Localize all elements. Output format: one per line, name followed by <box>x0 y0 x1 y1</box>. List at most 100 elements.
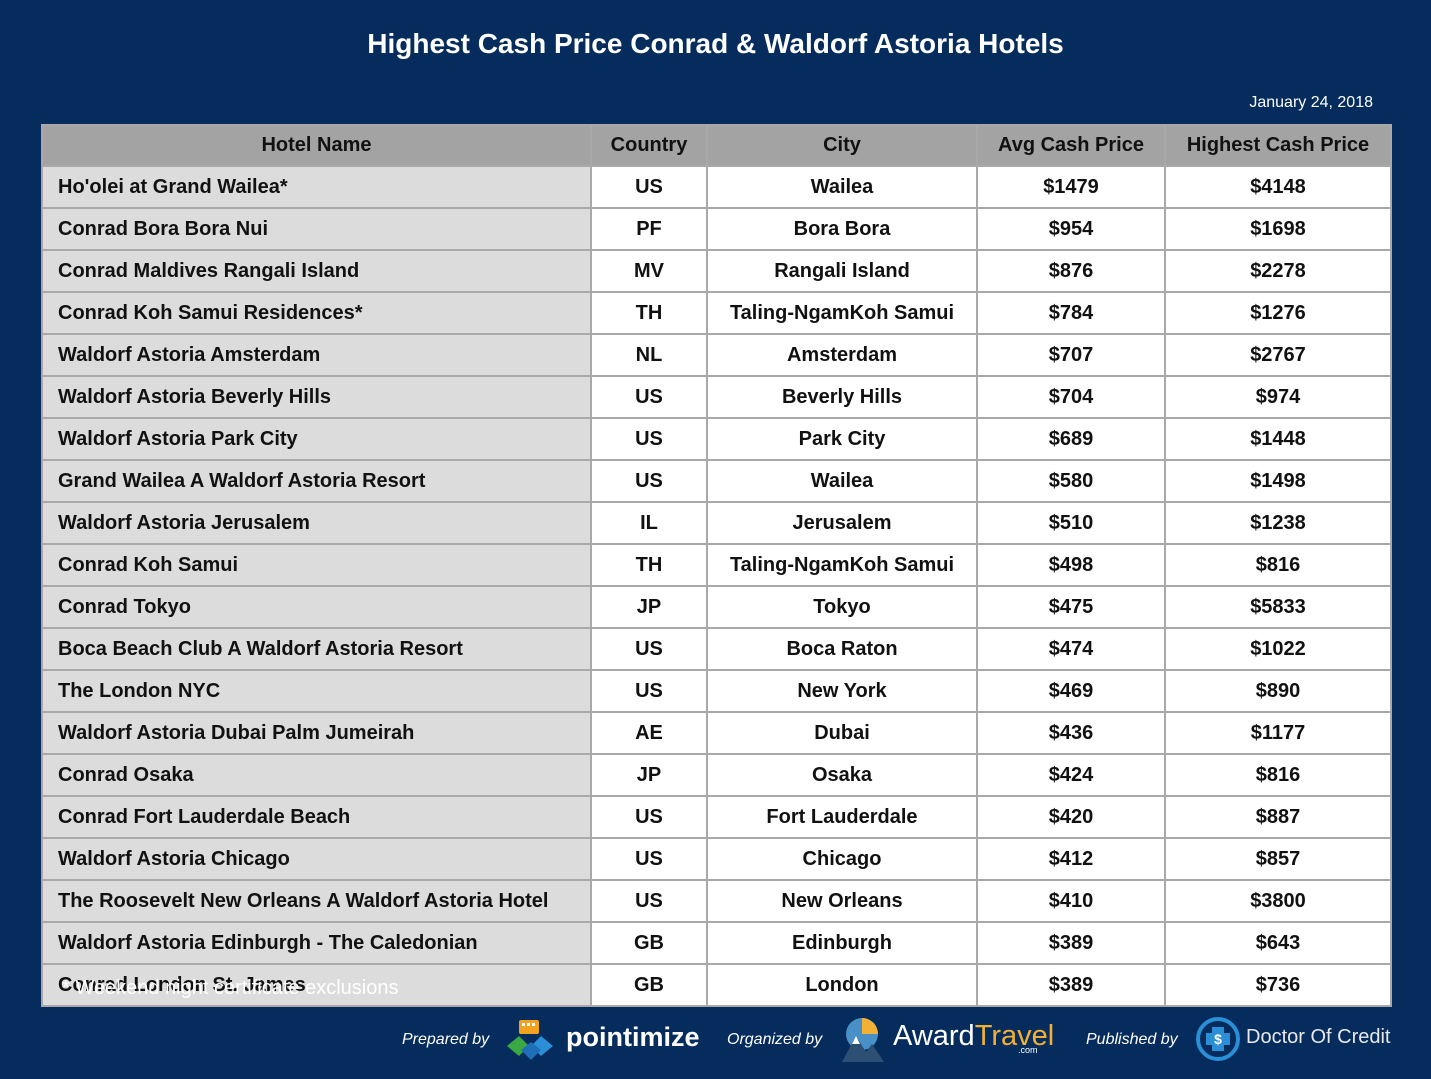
table-header-row: Hotel Name Country City Avg Cash Price H… <box>41 124 1392 167</box>
cell-country: US <box>590 795 708 839</box>
cell-hotel-name: Conrad Tokyo <box>41 585 592 629</box>
column-header-hotel-name: Hotel Name <box>41 124 592 167</box>
cell-avg-cash-price: $876 <box>976 249 1166 293</box>
cell-city: Bora Bora <box>706 207 978 251</box>
table-row: The London NYC US New York $469 $890 <box>41 669 1392 713</box>
cell-avg-cash-price: $954 <box>976 207 1166 251</box>
cell-country: US <box>590 417 708 461</box>
table-row: Conrad Koh Samui Residences* TH Taling-Nga… <box>41 291 1392 335</box>
table-row: Conrad London St. James GB London $389 $736 <box>41 963 1392 1007</box>
table-row: Conrad Tokyo JP Tokyo $475 $5833 <box>41 585 1392 629</box>
page-title: Highest Cash Price Conrad & Waldorf Asto… <box>367 28 1064 59</box>
column-header-avg-cash-price: Avg Cash Price <box>976 124 1166 167</box>
table-row: Grand Wailea A Waldorf Astoria Resort US W… <box>41 459 1392 503</box>
cell-country: US <box>590 879 708 923</box>
cell-city: Jerusalem <box>706 501 978 545</box>
cell-avg-cash-price: $580 <box>976 459 1166 503</box>
cell-hotel-name: Waldorf Astoria Jerusalem <box>41 501 592 545</box>
cell-highest-cash-price: $890 <box>1164 669 1392 713</box>
table-body: Ho'olei at Grand Wailea* US Wailea $1479 $41… <box>41 165 1392 1007</box>
doctorofcredit-brand: Doctor Of Credit <box>1246 1026 1391 1048</box>
cell-highest-cash-price: $1238 <box>1164 501 1392 545</box>
column-header-city: City <box>706 124 978 167</box>
cell-country: US <box>590 837 708 881</box>
cell-city: New York <box>706 669 978 713</box>
cell-city: New Orleans <box>706 879 978 923</box>
cell-hotel-name: Conrad Bora Bora Nui <box>41 207 592 251</box>
cell-city: Boca Raton <box>706 627 978 671</box>
credits-bar: Prepared by pointimize Organized by Awar… <box>0 1012 1431 1068</box>
table-row: Ho'olei at Grand Wailea* US Wailea $1479 $41… <box>41 165 1392 209</box>
cell-highest-cash-price: $974 <box>1164 375 1392 419</box>
cell-hotel-name: Grand Wailea A Waldorf Astoria Resort <box>41 459 592 503</box>
cell-country: GB <box>590 921 708 965</box>
cell-hotel-name: The London NYC <box>41 669 592 713</box>
awardtravel-brand: AwardTravel <box>893 1020 1054 1053</box>
cell-highest-cash-price: $1498 <box>1164 459 1392 503</box>
table-row: Conrad Maldives Rangali Island MV Rangali … <box>41 249 1392 293</box>
cell-country: US <box>590 669 708 713</box>
cell-country: US <box>590 459 708 503</box>
cell-avg-cash-price: $389 <box>976 963 1166 1007</box>
table-row: Waldorf Astoria Dubai Palm Jumeirah AE Dub… <box>41 711 1392 755</box>
cell-hotel-name: Waldorf Astoria Edinburgh - The Caledoni… <box>41 921 592 965</box>
cell-avg-cash-price: $469 <box>976 669 1166 713</box>
cell-hotel-name: Conrad Koh Samui Residences* <box>41 291 592 335</box>
cell-city: London <box>706 963 978 1007</box>
cell-highest-cash-price: $5833 <box>1164 585 1392 629</box>
table-row: Conrad Bora Bora Nui PF Bora Bora $954 $1698 <box>41 207 1392 251</box>
cell-avg-cash-price: $475 <box>976 585 1166 629</box>
cell-highest-cash-price: $3800 <box>1164 879 1392 923</box>
cell-hotel-name: Conrad Osaka <box>41 753 592 797</box>
cell-hotel-name: Boca Beach Club A Waldorf Astoria Resort <box>41 627 592 671</box>
cell-avg-cash-price: $689 <box>976 417 1166 461</box>
cell-hotel-name: Waldorf Astoria Park City <box>41 417 592 461</box>
cell-city: Edinburgh <box>706 921 978 965</box>
hotel-price-table: Hotel Name Country City Avg Cash Price H… <box>41 124 1392 1007</box>
cell-city: Tokyo <box>706 585 978 629</box>
cell-highest-cash-price: $643 <box>1164 921 1392 965</box>
cell-city: Beverly Hills <box>706 375 978 419</box>
cell-avg-cash-price: $412 <box>976 837 1166 881</box>
cell-avg-cash-price: $784 <box>976 291 1166 335</box>
table-row: Waldorf Astoria Jerusalem IL Jerusalem $510… <box>41 501 1392 545</box>
svg-text:$: $ <box>1214 1031 1222 1047</box>
cell-highest-cash-price: $1698 <box>1164 207 1392 251</box>
cell-country: TH <box>590 543 708 587</box>
cell-city: Wailea <box>706 459 978 503</box>
published-by-label: Published by <box>1086 1031 1178 1048</box>
cell-avg-cash-price: $410 <box>976 879 1166 923</box>
awardtravel-brand-award: Award <box>893 1020 975 1052</box>
cell-hotel-name: Waldorf Astoria Dubai Palm Jumeirah <box>41 711 592 755</box>
awardtravel-logo-icon <box>838 1014 886 1066</box>
pointimize-logo-icon <box>505 1018 557 1062</box>
table-row: Conrad Osaka JP Osaka $424 $816 <box>41 753 1392 797</box>
cell-avg-cash-price: $510 <box>976 501 1166 545</box>
cell-country: AE <box>590 711 708 755</box>
cell-highest-cash-price: $816 <box>1164 753 1392 797</box>
table-row: The Roosevelt New Orleans A Waldorf Asto… <box>41 879 1392 923</box>
cell-country: US <box>590 165 708 209</box>
cell-avg-cash-price: $707 <box>976 333 1166 377</box>
table-row: Waldorf Astoria Park City US Park City $689… <box>41 417 1392 461</box>
cell-country: JP <box>590 753 708 797</box>
column-header-highest-cash-price: Highest Cash Price <box>1164 124 1392 167</box>
cell-country: MV <box>590 249 708 293</box>
prepared-by-label: Prepared by <box>402 1031 490 1048</box>
cell-city: Dubai <box>706 711 978 755</box>
organized-by-label: Organized by <box>727 1031 823 1048</box>
cell-country: PF <box>590 207 708 251</box>
cell-highest-cash-price: $857 <box>1164 837 1392 881</box>
table-row: Boca Beach Club A Waldorf Astoria Resort… <box>41 627 1392 671</box>
cell-city: Taling-NgamKoh Samui <box>706 543 978 587</box>
cell-avg-cash-price: $436 <box>976 711 1166 755</box>
cell-hotel-name: Conrad Maldives Rangali Island <box>41 249 592 293</box>
cell-avg-cash-price: $474 <box>976 627 1166 671</box>
cell-country: GB <box>590 963 708 1007</box>
cell-highest-cash-price: $1276 <box>1164 291 1392 335</box>
footnote: * Weekend night certificate exclusions <box>62 977 399 999</box>
cell-country: US <box>590 627 708 671</box>
table-row: Waldorf Astoria Beverly Hills US Beverly H… <box>41 375 1392 419</box>
cell-city: Park City <box>706 417 978 461</box>
pointimize-brand: pointimize <box>566 1022 700 1052</box>
